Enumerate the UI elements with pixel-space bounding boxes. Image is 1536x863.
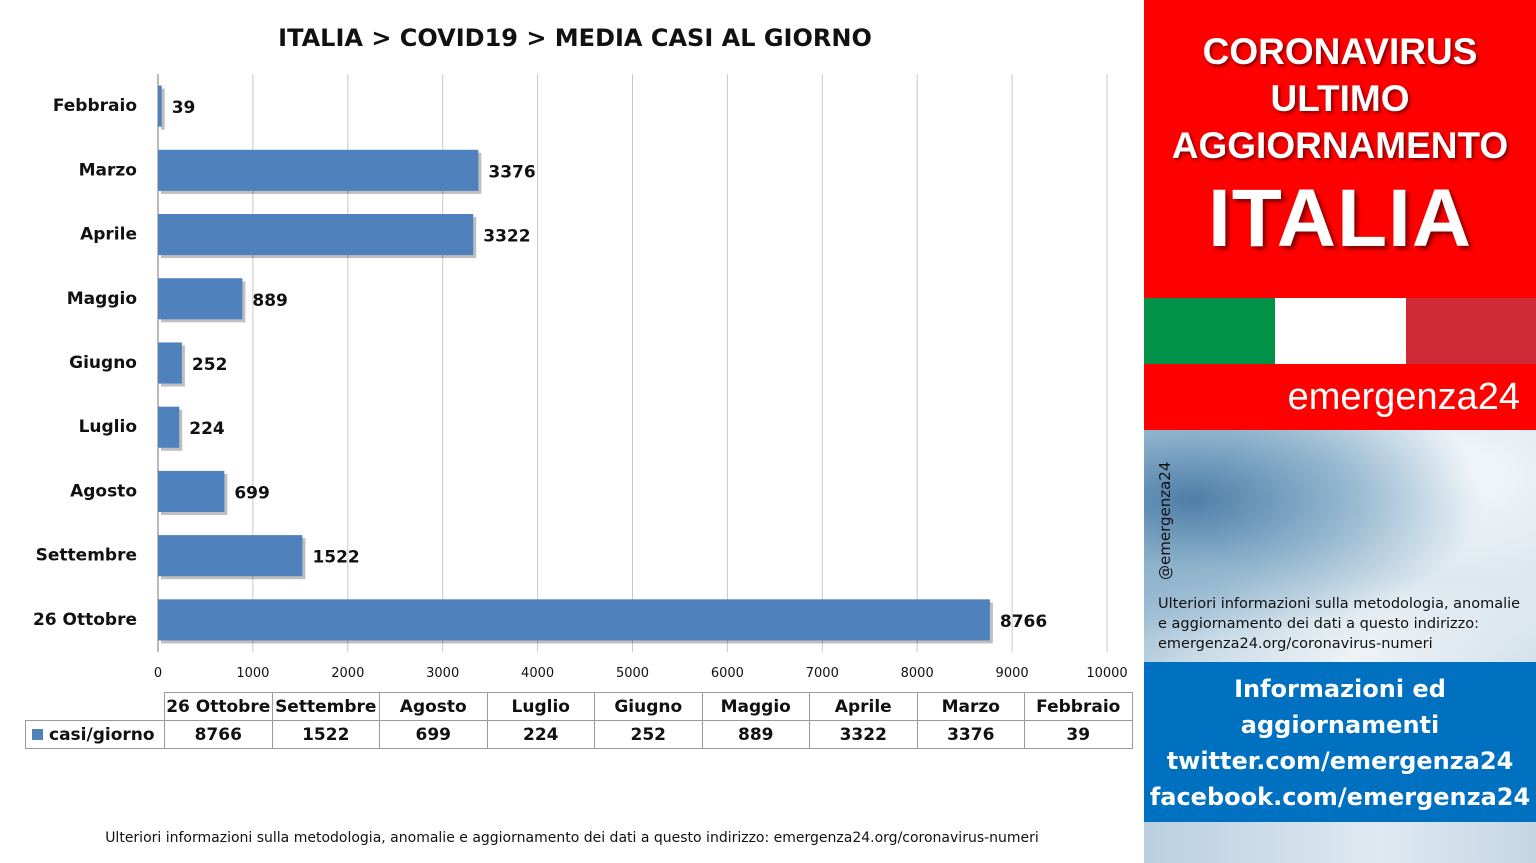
data-label: 699 (234, 483, 269, 503)
table-value-cell: 252 (594, 720, 703, 749)
background-photo: @emergenza24 Ulteriori informazioni sull… (1144, 430, 1536, 662)
bar-shadow (161, 88, 165, 130)
table-corner-cell (25, 692, 165, 721)
table-header-cell: Febbraio (1024, 692, 1133, 721)
table-header-cell: Marzo (916, 692, 1025, 721)
x-tick-label: 2000 (331, 666, 364, 681)
table-header-cell: Agosto (379, 692, 488, 721)
table-header-cell: Maggio (701, 692, 810, 721)
table-series-name: casi/giorno (49, 724, 155, 745)
category-label: Giugno (69, 353, 137, 373)
footnote: Ulteriori informazioni sulla metodologia… (105, 830, 1039, 846)
bar-chart: 0 1000 2000 3000 4000 5000 6000 7000 8000 9000 100… (33, 74, 1128, 681)
data-table: 26 Ottobre Settembre Agosto Luglio Giugno Mag… (25, 692, 1133, 749)
x-tick-label: 7000 (806, 666, 839, 681)
bar (158, 85, 162, 127)
chart-title: ITALIA > COVID19 > MEDIA CASI AL GIORNO (278, 24, 872, 52)
flag-red-stripe (1406, 298, 1536, 364)
category-label: Aprile (80, 225, 137, 245)
info-block: Informazioni ed aggiornamenti twitter.co… (1144, 662, 1536, 822)
bar (158, 149, 479, 191)
brand-bar: emergenza24 (1144, 364, 1536, 430)
country-title: ITALIA (1207, 173, 1473, 264)
table-value-cell: 699 (379, 720, 488, 749)
x-tick-label: 10000 (1086, 666, 1127, 681)
headline: CORONAVIRUS ULTIMO AGGIORNAMENTO (1144, 28, 1536, 169)
table-header-cell: 26 Ottobre (164, 692, 273, 721)
bar (158, 342, 182, 384)
x-tick-label: 1000 (236, 666, 269, 681)
data-label: 889 (252, 291, 287, 311)
table-value-cell: 3376 (916, 720, 1025, 749)
headline-block: CORONAVIRUS ULTIMO AGGIORNAMENTO ITALIA (1144, 0, 1536, 298)
x-tick-label: 5000 (616, 666, 649, 681)
bar (158, 470, 225, 512)
data-label: 3322 (483, 227, 530, 247)
data-label: 3376 (488, 162, 535, 182)
bar (158, 599, 990, 641)
category-label: Luglio (79, 417, 137, 437)
table-header-cell: Settembre (271, 692, 380, 721)
bar (158, 214, 474, 256)
category-label: 26 Ottobre (33, 610, 137, 630)
table-header-cell: Aprile (809, 692, 918, 721)
social-handle: @emergenza24 (1156, 461, 1174, 580)
category-label: Agosto (70, 481, 137, 501)
table-value-cell: 224 (486, 720, 595, 749)
table-value-row: casi/giorno 8766 1522 699 224 252 889 3322 3376… (25, 720, 1133, 749)
x-tick-label: 3000 (426, 666, 459, 681)
info-line-2: aggiornamenti (1240, 711, 1440, 739)
facebook-link[interactable]: facebook.com/emergenza24 (1149, 783, 1531, 811)
data-label: 8766 (1000, 612, 1047, 632)
table-value-cell: 1522 (271, 720, 380, 749)
data-label: 1522 (312, 548, 359, 568)
headline-line-1: CORONAVIRUS (1202, 31, 1478, 72)
data-label: 39 (172, 98, 196, 118)
data-label: 224 (189, 419, 225, 439)
x-tick-label: 0 (154, 666, 162, 681)
table-value-cell: 3322 (809, 720, 918, 749)
table-header-cell: Giugno (594, 692, 703, 721)
table-header-row: 26 Ottobre Settembre Agosto Luglio Giugno Mag… (25, 692, 1133, 721)
category-label: Marzo (79, 160, 137, 180)
data-label: 252 (192, 355, 228, 375)
bar (158, 278, 243, 320)
twitter-link[interactable]: twitter.com/emergenza24 (1166, 747, 1514, 775)
table-series-label: casi/giorno (25, 720, 165, 749)
italian-flag-icon (1144, 298, 1536, 364)
bar (158, 406, 180, 448)
category-label: Maggio (67, 289, 137, 309)
category-label: Settembre (36, 546, 137, 566)
methodology-note: Ulteriori informazioni sulla metodologia… (1158, 596, 1521, 652)
x-tick-label: 6000 (711, 666, 744, 681)
bottom-photo (1144, 822, 1536, 863)
x-tick-label: 9000 (996, 666, 1029, 681)
brand-logo: emergenza24 (1287, 376, 1520, 418)
category-label: Febbraio (53, 96, 137, 116)
table-value-cell: 889 (701, 720, 810, 749)
side-panel: CORONAVIRUS ULTIMO AGGIORNAMENTO ITALIA … (1144, 0, 1536, 863)
info-line-1: Informazioni ed (1234, 675, 1446, 703)
x-tick-label: 4000 (521, 666, 554, 681)
headline-line-2: ULTIMO (1270, 78, 1410, 119)
flag-white-stripe (1275, 298, 1406, 364)
table-value-cell: 39 (1024, 720, 1133, 749)
chart-area: ITALIA > COVID19 > MEDIA CASI AL GIORNO … (25, 24, 1133, 846)
bar (158, 535, 303, 577)
table-header-cell: Luglio (486, 692, 595, 721)
legend-swatch (32, 728, 43, 740)
table-value-cell: 8766 (164, 720, 273, 749)
headline-line-3: AGGIORNAMENTO (1171, 125, 1509, 166)
flag-green-stripe (1144, 298, 1275, 364)
x-tick-label: 8000 (901, 666, 934, 681)
